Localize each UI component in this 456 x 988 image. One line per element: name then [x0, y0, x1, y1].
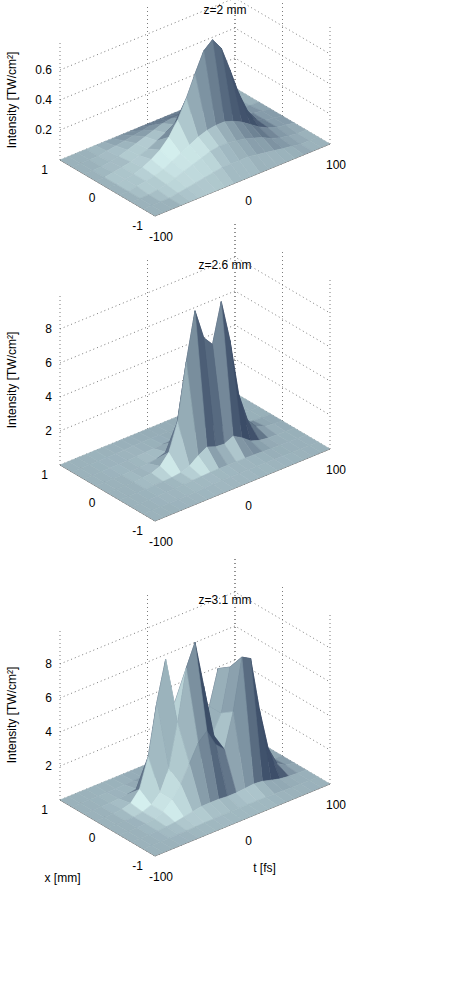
x-tick-label: 1: [41, 803, 48, 817]
panel: z=2 mm 0.2 0.4 0.6 -1 0 1 -100 0 100 Intensity [TW…: [5, 0, 346, 244]
grid-line: [147, 594, 148, 764]
t-axis-line: [155, 784, 330, 856]
z-tick-label: 8: [45, 657, 52, 671]
t-tick-label: -100: [149, 870, 173, 884]
grid-line: [60, 40, 61, 160]
surface: [60, 40, 330, 216]
t-tick-label: 100: [326, 798, 346, 812]
z-axis-title: Intensity [TW/cm²]: [5, 667, 19, 764]
grid-line: [282, 586, 283, 756]
t-tick-label: -100: [149, 230, 173, 244]
grid-line: [155, 784, 330, 856]
z-axis-title: Intensity [TW/cm²]: [5, 332, 19, 429]
surface-patch: [143, 510, 164, 521]
tick-labels: 2 4 6 8 -1 0 1 -100 0 100: [41, 657, 346, 884]
panel-title: z=3.1 mm: [198, 593, 251, 607]
panel: z=3.1 mm 2 4 6 8 -1 0 1 -100 0 100 Intensity [TW/cm…: [5, 558, 346, 885]
z-tick-label: 0.4: [35, 93, 52, 107]
grid-line: [60, 630, 61, 800]
t-axis-title: t [fs]: [253, 861, 276, 875]
grid-line: [235, 223, 236, 393]
z-tick-label: 8: [45, 322, 52, 336]
panel-title: z=2 mm: [203, 3, 246, 17]
tick-labels: 0.2 0.4 0.6 -1 0 1 -100 0 100: [35, 63, 346, 244]
z-tick-label: 4: [45, 725, 52, 739]
surface-patch: [143, 845, 164, 856]
x-axis-title: x [mm]: [45, 871, 81, 885]
t-tick-label: 0: [245, 194, 252, 208]
x-tick-label: -1: [132, 859, 143, 873]
x-tick-label: 0: [89, 191, 96, 205]
x-tick-label: -1: [132, 524, 143, 538]
grid-line: [330, 24, 331, 144]
z-tick-label: 0.2: [35, 123, 52, 137]
grid-line: [282, 251, 283, 421]
panel: z=2.6 mm 2 4 6 8 -1 0 1 -100 0 100 Intensity [TW/cm…: [5, 223, 346, 549]
grid: [60, 0, 330, 216]
x-tick-label: 0: [89, 831, 96, 845]
grid-line: [330, 614, 331, 784]
axes: [60, 449, 330, 521]
axes: [60, 144, 330, 216]
figure: z=2 mm0.20.40.6-101-1000100Intensity [TW…: [0, 0, 456, 988]
panel-title: z=2.6 mm: [198, 258, 251, 272]
z-tick-label: 2: [45, 424, 52, 438]
grid: [60, 223, 330, 521]
grid: [60, 558, 330, 856]
z-tick-label: 6: [45, 356, 52, 370]
z-axis-title: Intensity [TW/cm²]: [5, 52, 19, 149]
surface-patch: [143, 205, 164, 216]
x-tick-label: 1: [41, 468, 48, 482]
grid-line: [147, 259, 148, 429]
x-tick-label: 1: [41, 163, 48, 177]
tick-labels: 2 4 6 8 -1 0 1 -100 0 100: [41, 322, 346, 549]
z-tick-label: 0.6: [35, 63, 52, 77]
t-tick-label: 100: [326, 158, 346, 172]
grid-line: [60, 295, 61, 465]
surface: [60, 302, 330, 521]
x-tick-label: 0: [89, 496, 96, 510]
grid-line: [147, 4, 148, 124]
z-tick-label: 4: [45, 390, 52, 404]
surface: [60, 642, 330, 856]
grid-line: [235, 0, 236, 88]
grid-line: [235, 223, 236, 393]
t-tick-label: 100: [326, 463, 346, 477]
grid-line: [235, 0, 236, 88]
z-tick-label: 2: [45, 759, 52, 773]
grid-line: [60, 0, 330, 70]
x-tick-label: -1: [132, 219, 143, 233]
grid-line: [282, 0, 283, 116]
grid-line: [330, 279, 331, 449]
t-tick-label: 0: [245, 499, 252, 513]
z-tick-label: 6: [45, 691, 52, 705]
t-tick-label: 0: [245, 834, 252, 848]
t-tick-label: -100: [149, 535, 173, 549]
